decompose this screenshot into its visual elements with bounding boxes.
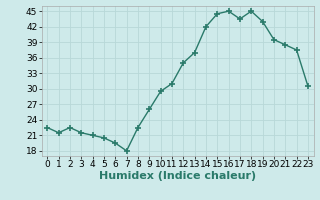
- X-axis label: Humidex (Indice chaleur): Humidex (Indice chaleur): [99, 171, 256, 181]
